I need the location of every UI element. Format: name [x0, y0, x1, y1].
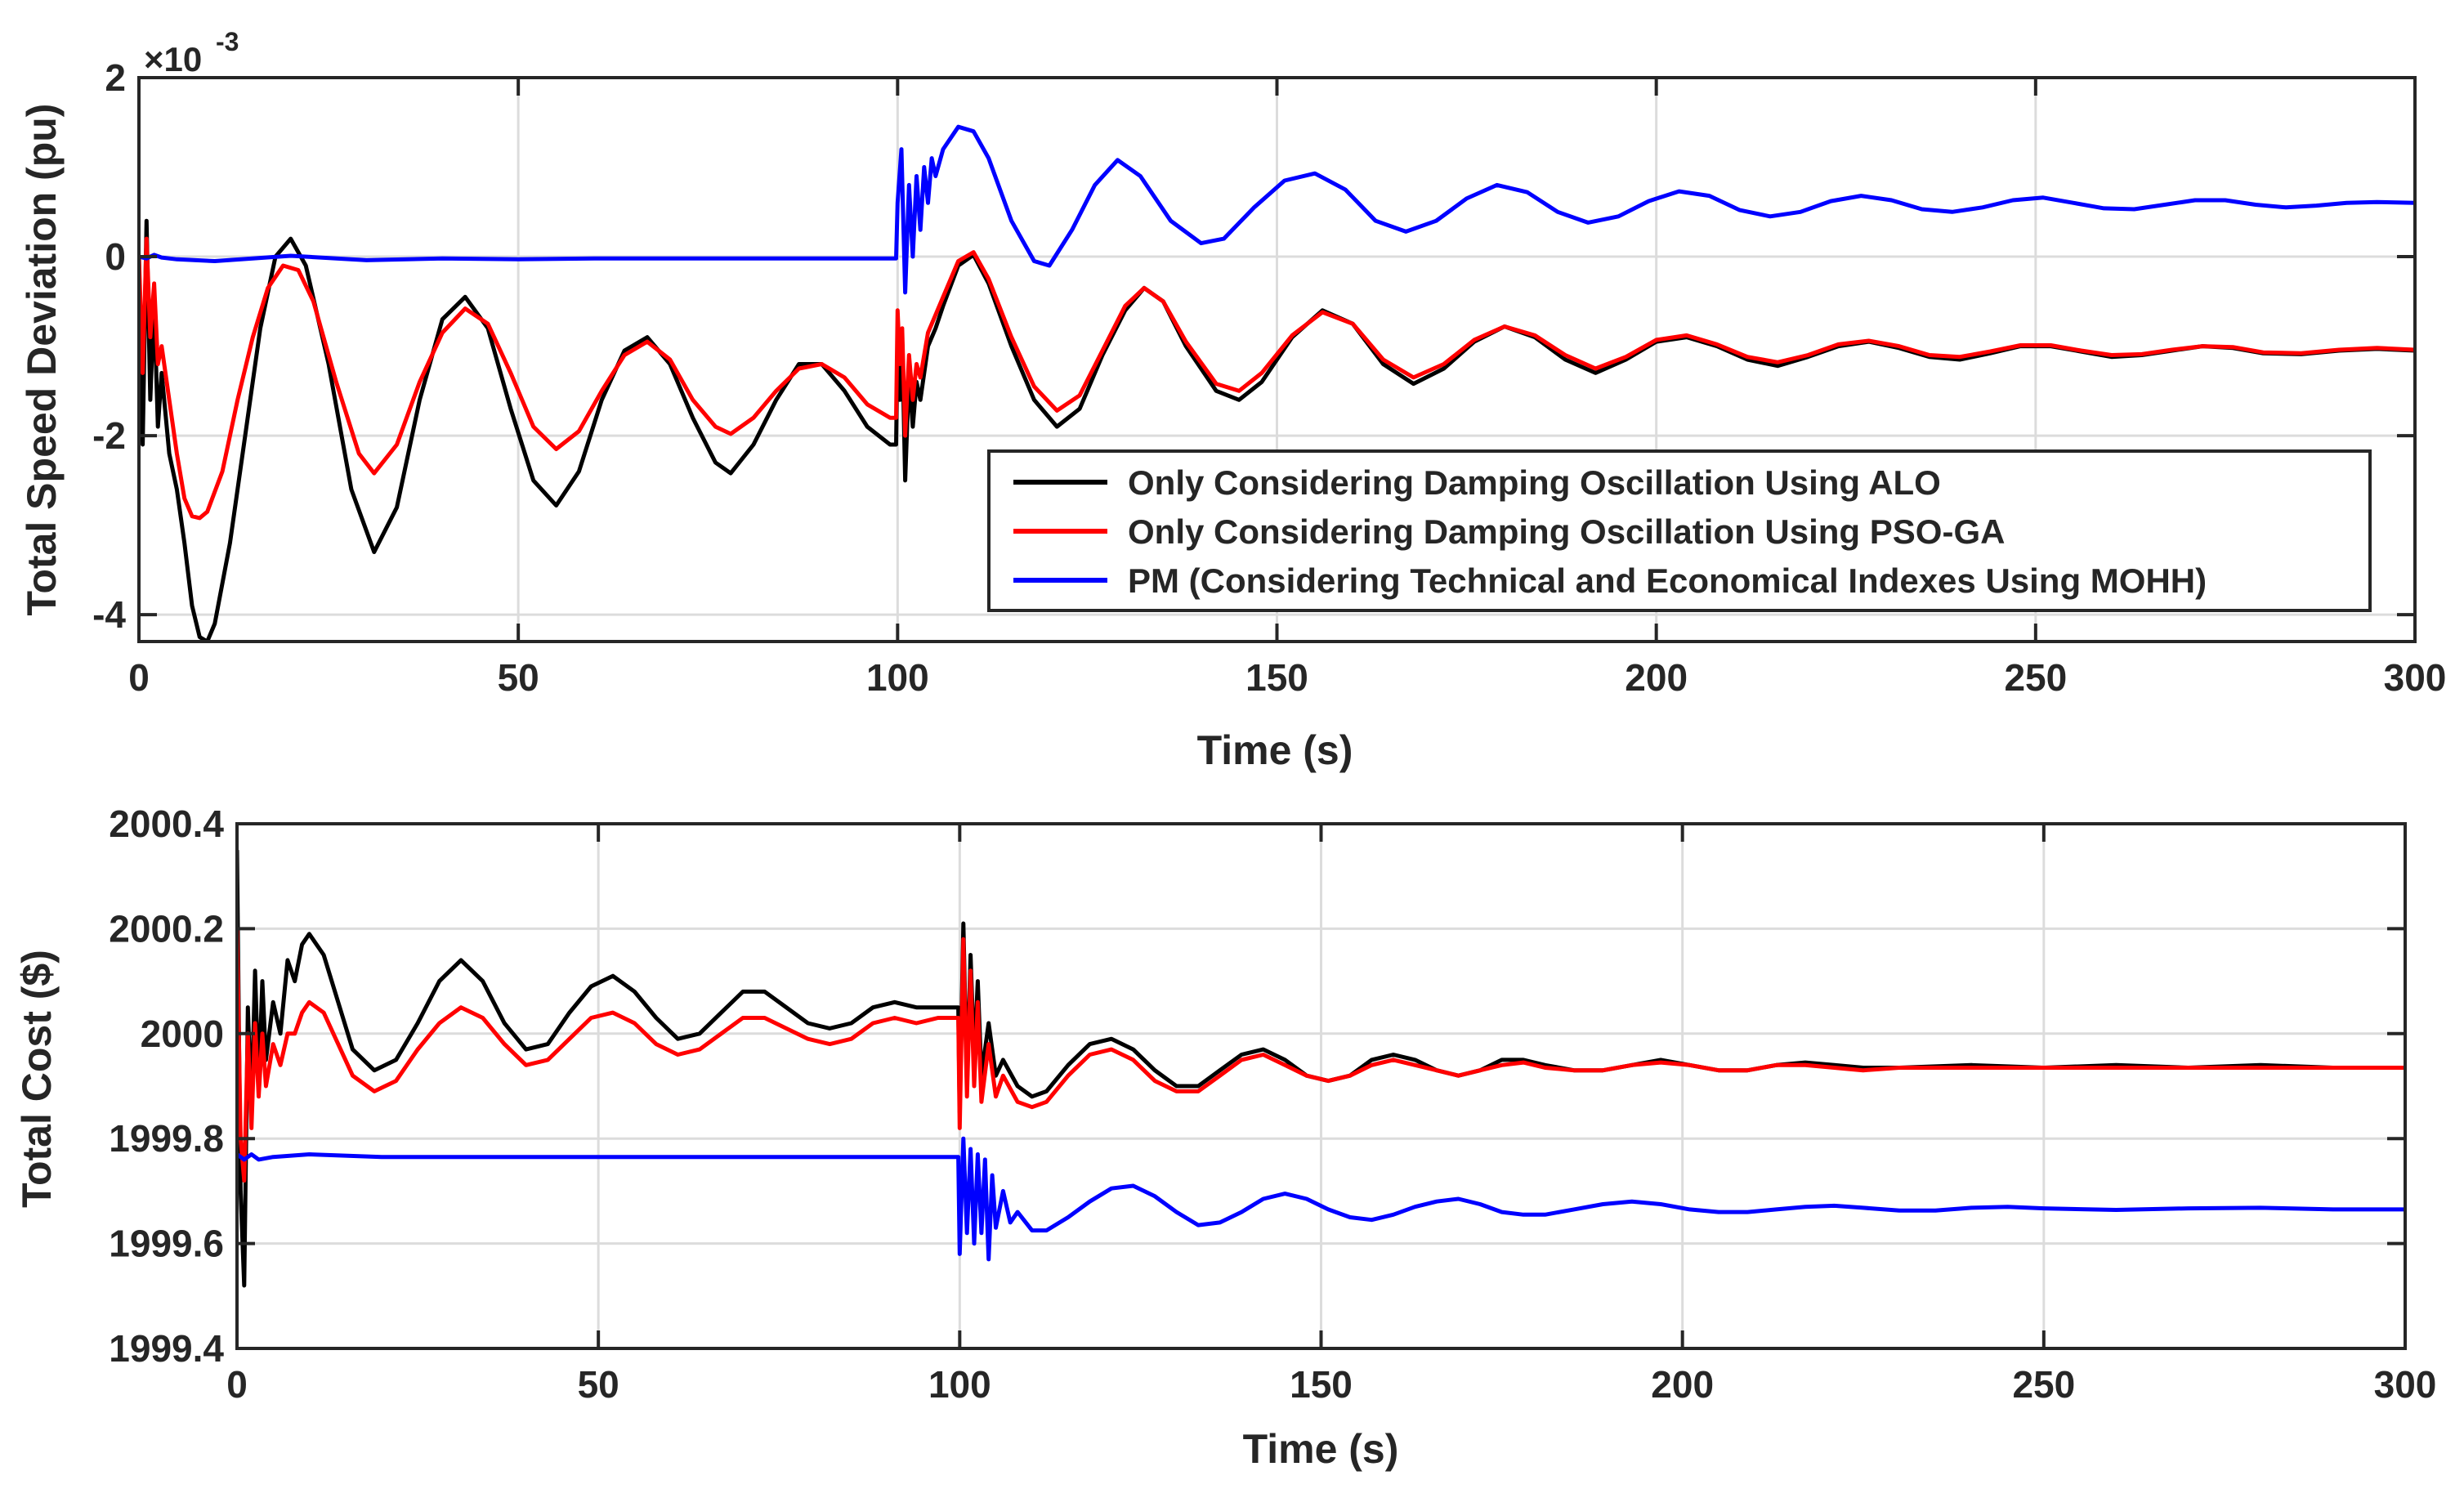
speed-deviation-x-axis-label: Time (s) [1197, 727, 1353, 773]
total-cost-x-tick-label: 250 [2012, 1363, 2075, 1406]
total-cost-series-group [237, 850, 2405, 1288]
speed-deviation-x-tick-label: 50 [498, 656, 539, 699]
total-cost-x-tick-label: 300 [2374, 1363, 2437, 1406]
total-cost-x-tick-label: 0 [226, 1363, 248, 1406]
speed-deviation-x-tick-label: 300 [2384, 656, 2447, 699]
total-cost-chart: 0 50 100 150 200 250 300 1999.4 1999.6 1999.8 200… [14, 803, 2436, 1472]
total-cost-y-tick-label: 2000.2 [109, 907, 224, 950]
legend-label-alo: Only Considering Damping Oscillation Usi… [1128, 463, 1941, 502]
speed-deviation-y-tick-labels: -4 -2 0 2 [92, 56, 126, 636]
speed-deviation-x-tick-label: 150 [1245, 656, 1308, 699]
speed-deviation-x-tick-label: 0 [128, 656, 150, 699]
total-cost-series-line-1 [237, 928, 2405, 1183]
speed-deviation-y-tick-label: -2 [92, 414, 126, 457]
speed-deviation-x-tick-label: 250 [2004, 656, 2067, 699]
speed-deviation-x-tick-labels: 0 50 100 150 200 250 300 [128, 656, 2446, 699]
total-cost-x-tick-label: 200 [1651, 1363, 1714, 1406]
total-cost-series-line-2 [237, 1136, 2405, 1262]
total-cost-y-axis-label: Total Cost ($) [14, 950, 60, 1208]
speed-deviation-exponent-prefix: ×10 [144, 40, 202, 78]
total-cost-x-tick-label: 50 [578, 1363, 619, 1406]
speed-deviation-axes-frame [137, 76, 2417, 643]
total-cost-y-tick-label: 1999.8 [109, 1117, 224, 1160]
speed-deviation-series-line-2 [139, 124, 2415, 295]
total-cost-axes-frame [235, 822, 2407, 1350]
speed-deviation-series-line-1 [139, 236, 2415, 521]
legend-box [987, 449, 2372, 612]
total-cost-grid [237, 824, 2405, 1348]
total-cost-x-tick-labels: 0 50 100 150 200 250 300 [226, 1363, 2436, 1406]
total-cost-y-tick-label: 1999.6 [109, 1223, 224, 1265]
legend: Only Considering Damping Oscillation Usi… [987, 449, 2372, 612]
total-cost-y-tick-label: 1999.4 [109, 1327, 224, 1370]
speed-deviation-x-tick-label: 200 [1625, 656, 1688, 699]
speed-deviation-y-tick-label: -4 [92, 593, 126, 636]
speed-deviation-series-group [139, 124, 2415, 642]
legend-label-pso-ga: Only Considering Damping Oscillation Usi… [1128, 512, 2005, 551]
speed-deviation-chart: 0 50 100 150 200 250 300 -4 -2 0 2 ×10 -3 Time (s… [19, 27, 2446, 773]
total-cost-x-tick-label: 150 [1290, 1363, 1353, 1406]
legend-label-mohh: PM (Considering Technical and Economical… [1128, 561, 2207, 600]
total-cost-x-tick-label: 100 [928, 1363, 991, 1406]
speed-deviation-y-axis-label: Total Speed Deviation (pu) [19, 104, 65, 616]
speed-deviation-exponent-power: -3 [216, 27, 239, 56]
total-cost-x-axis-label: Time (s) [1243, 1426, 1399, 1472]
speed-deviation-x-tick-label: 100 [866, 656, 929, 699]
total-cost-y-tick-label: 2000.4 [109, 803, 224, 845]
total-cost-y-tick-label: 2000 [141, 1013, 224, 1055]
speed-deviation-y-tick-label: 2 [105, 56, 126, 99]
speed-deviation-y-tick-label: 0 [105, 235, 126, 278]
total-cost-y-tick-labels: 1999.4 1999.6 1999.8 2000 2000.2 2000.4 [109, 803, 224, 1370]
